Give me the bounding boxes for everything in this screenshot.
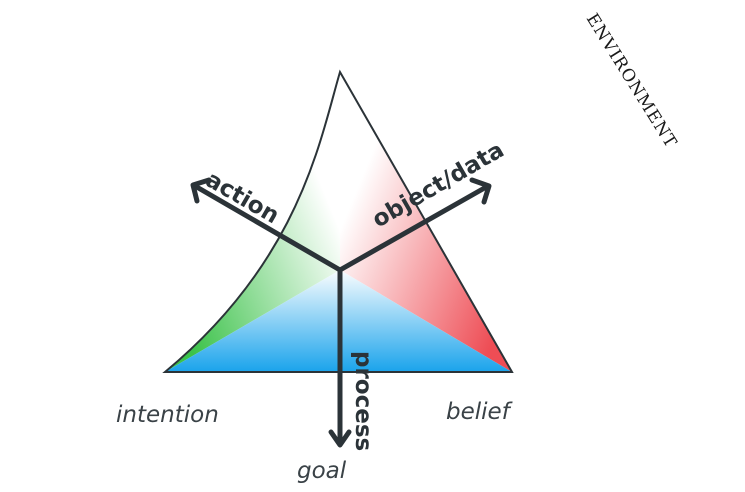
action-arrowhead (190, 177, 212, 204)
intention-label: intention (116, 402, 219, 428)
belief-label: belief (446, 399, 513, 425)
object-arrowhead (469, 177, 492, 205)
environment-label: ENVIRONMENT (582, 10, 681, 152)
object-axis (337, 183, 491, 273)
action-axis (192, 183, 343, 273)
green-region (165, 72, 340, 372)
goal-label: goal (297, 458, 347, 484)
process-label: process (350, 351, 376, 451)
triangle-outline (162, 69, 514, 373)
process-arrowhead (328, 429, 352, 448)
